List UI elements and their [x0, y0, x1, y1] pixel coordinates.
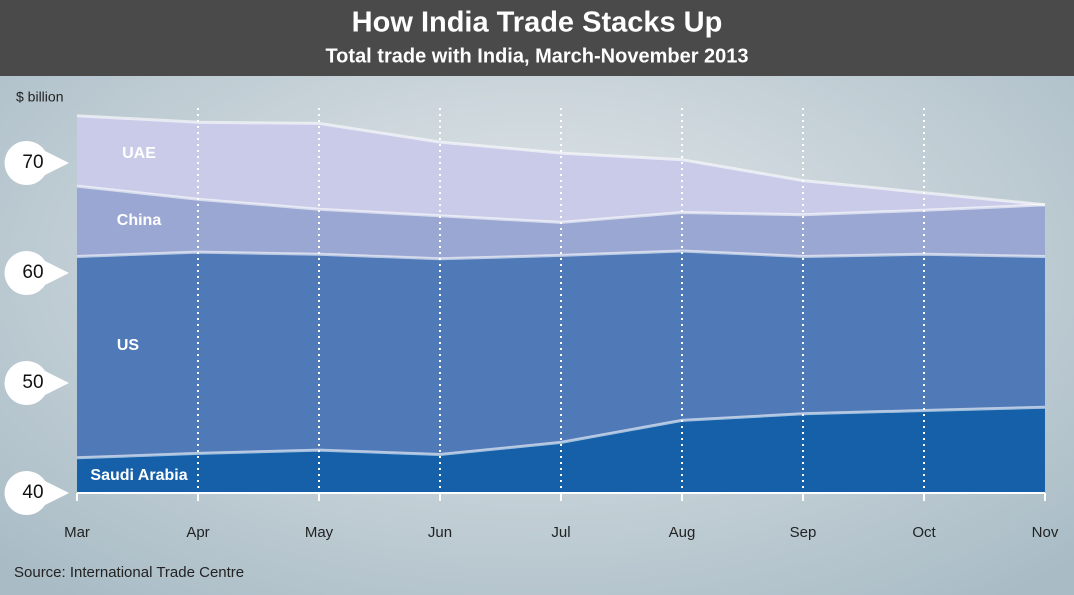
legend-label: Saudi Arabia: [90, 467, 187, 484]
legend-label: UAE: [122, 145, 156, 162]
y-tick: [4, 251, 69, 296]
area-edge: [76, 114, 1046, 207]
header: [0, 0, 1074, 76]
chart-title: How India Trade Stacks Up: [352, 7, 723, 39]
source: Source: International Trade Centre: [14, 564, 244, 581]
y-tick: [4, 471, 69, 516]
legend-label: China: [117, 212, 162, 229]
x-tick-label: Jul: [551, 524, 570, 541]
y-tick-label: 50: [22, 372, 43, 393]
x-tick-label: Nov: [1032, 524, 1059, 541]
y-tick-label: 60: [22, 262, 43, 283]
y-tick: [4, 361, 70, 406]
x-tick-label: Mar: [64, 524, 90, 541]
x-tick-label: Jun: [428, 524, 452, 541]
x-tick-label: May: [305, 524, 334, 541]
x-tick-label: Aug: [669, 524, 696, 541]
x-tick-label: Sep: [790, 524, 817, 541]
y-tick: [4, 141, 70, 185]
y-tick-label: 70: [22, 152, 43, 173]
area-edge: [76, 405, 1046, 460]
area-edge: [76, 249, 1046, 261]
x-tick-label: Oct: [912, 524, 936, 541]
x-tick-label: Apr: [186, 524, 209, 541]
plot: Saudi Arabia US China UAE Mar Apr May Jun Jul Aug…: [4, 108, 1059, 541]
legend-label: US: [117, 337, 140, 354]
y-tick-label: 40: [22, 482, 43, 503]
chart-subtitle: Total trade with India, March-November 2…: [325, 45, 748, 67]
y-axis-label: $ billion: [16, 89, 63, 105]
